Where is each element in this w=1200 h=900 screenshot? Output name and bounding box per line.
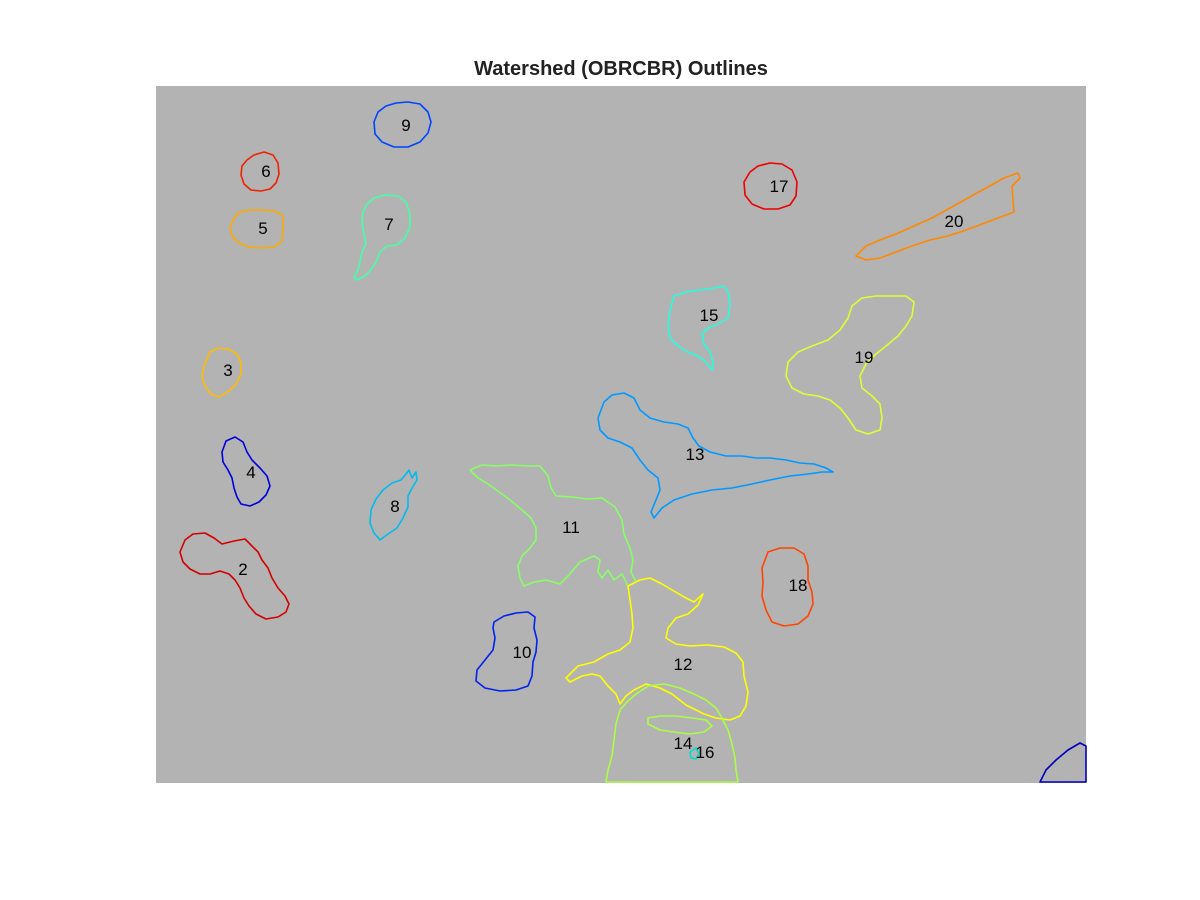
region-5-label: 5	[258, 219, 267, 238]
region-17-label: 17	[770, 177, 789, 196]
region-13-label: 13	[686, 445, 705, 464]
region-7-outline	[353, 194, 411, 281]
region-8-label: 8	[390, 497, 399, 516]
region-9-label: 9	[401, 116, 410, 135]
region-5-outline	[229, 209, 284, 249]
region-3-outline	[201, 347, 242, 398]
region-17-outline	[743, 162, 798, 210]
region-14-outline	[605, 683, 739, 783]
region-2-label: 2	[238, 560, 247, 579]
region-21-outline	[1039, 742, 1087, 783]
region-11-outline	[469, 464, 637, 587]
region-6-label: 6	[261, 162, 270, 181]
region-20-label: 20	[945, 212, 964, 231]
region-6-outline	[240, 151, 280, 192]
region-10-outline	[475, 611, 538, 692]
region-12-outline	[565, 577, 749, 721]
region-outlines	[179, 101, 1087, 783]
region-12-label: 12	[674, 655, 693, 674]
region-14-label: 14	[674, 734, 693, 753]
region-18-label: 18	[789, 576, 808, 595]
region-13-outline	[597, 392, 834, 519]
image-background	[156, 86, 1086, 783]
region-4-outline	[221, 436, 271, 507]
region-19-label: 19	[855, 348, 874, 367]
region-16-label: 16	[696, 743, 715, 762]
region-4-label: 4	[246, 463, 255, 482]
figure-title: Watershed (OBRCBR) Outlines	[474, 58, 768, 80]
region-9-outline	[373, 101, 432, 148]
region-18-outline	[761, 547, 814, 627]
region-20-outline	[855, 172, 1021, 261]
region-16-outline	[689, 747, 700, 760]
region-15-outline	[667, 285, 731, 371]
region-2-outline	[179, 532, 290, 620]
region-7-label: 7	[384, 215, 393, 234]
region-8-outline	[369, 469, 418, 541]
region-11-label: 11	[562, 518, 580, 537]
region-labels: 2 3 4 5 6 7 8 9 10 11 12 13 14 15 16 17 …	[223, 116, 963, 762]
region-15-label: 15	[700, 306, 719, 325]
region-10-label: 10	[513, 643, 532, 662]
region-3-label: 3	[223, 361, 232, 380]
region-19-outline	[785, 295, 915, 435]
